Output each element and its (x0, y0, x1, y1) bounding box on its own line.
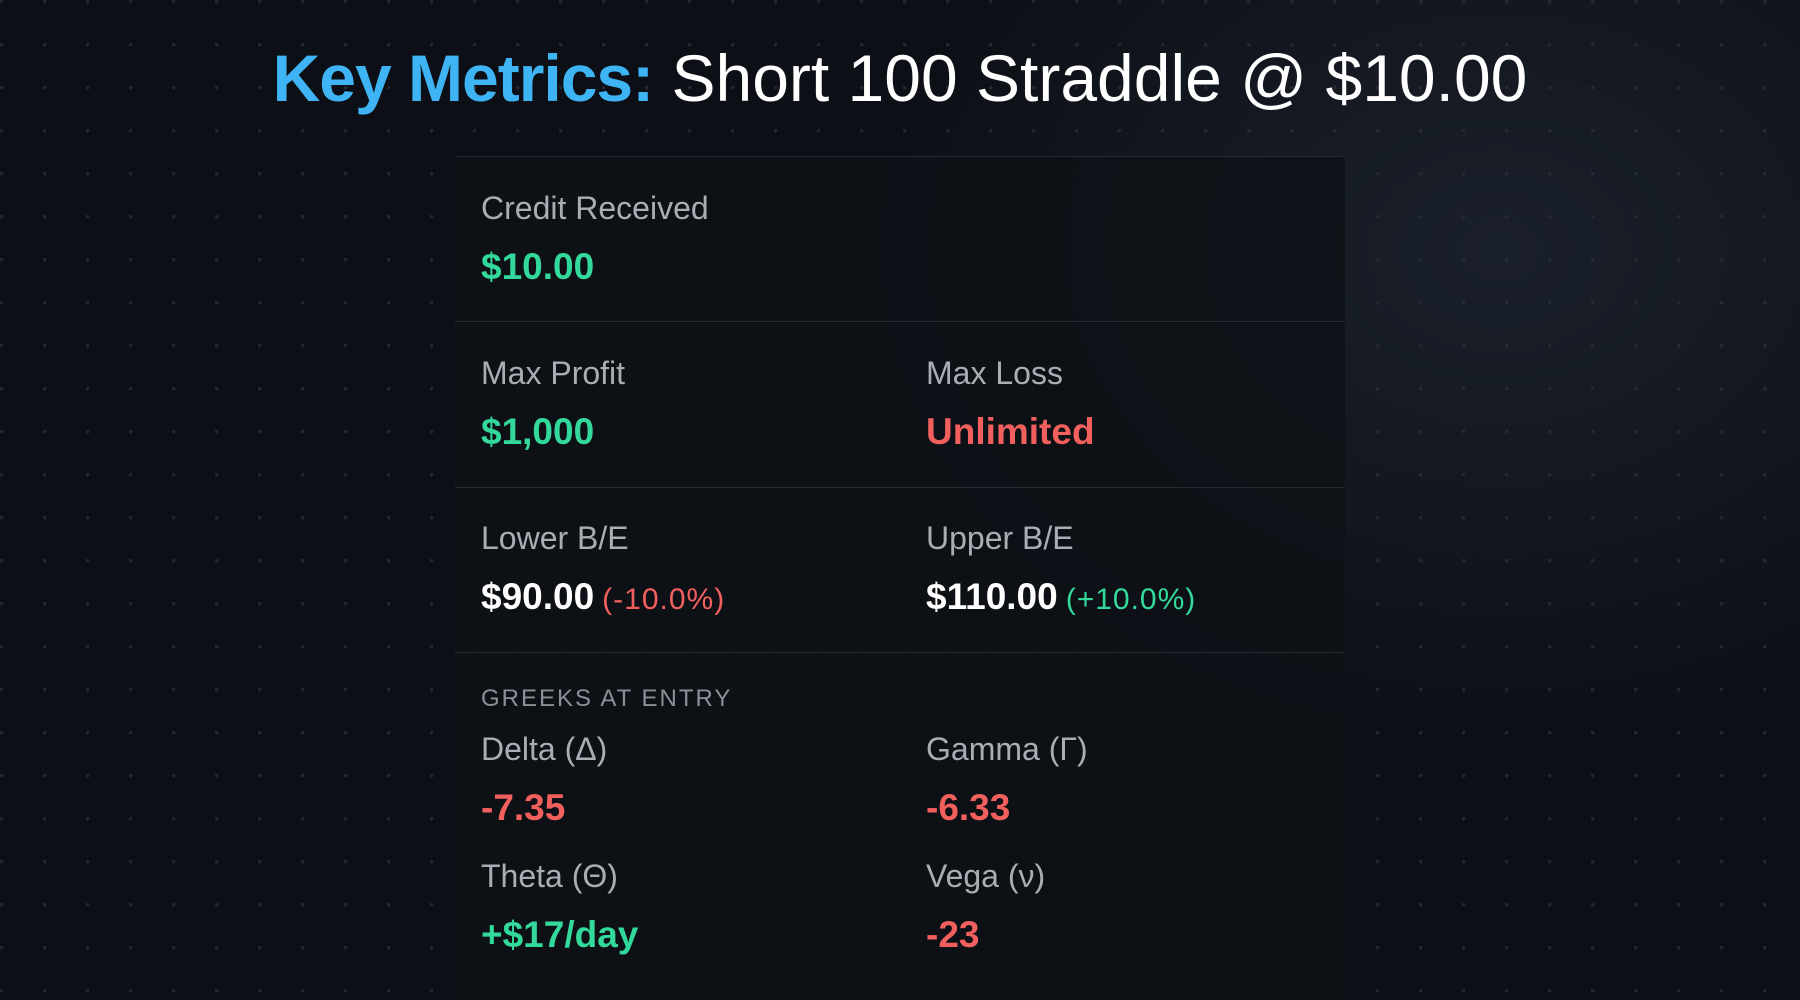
delta-value: -7.35 (481, 787, 566, 828)
page-title: Key Metrics: Short 100 Straddle @ $10.00 (0, 38, 1800, 118)
credit-received-metric: Credit Received $10.00 (481, 189, 709, 289)
upper-breakeven-label: Upper B/E (926, 520, 1074, 556)
max-profit-value: $1,000 (481, 411, 595, 452)
lower-breakeven-row: $90.00 (-10.0%) (481, 575, 725, 622)
upper-breakeven-percent: (+10.0%) (1065, 583, 1197, 616)
credit-received-value: $10.00 (481, 246, 595, 287)
vega-metric: Vega (ν) -23 (926, 857, 1045, 957)
key-metrics-panel: Credit Received $10.00 Max Profit $1,000… (455, 156, 1345, 1000)
gamma-metric: Gamma (Γ) -6.33 (926, 730, 1088, 830)
gamma-value: -6.33 (926, 787, 1011, 828)
delta-metric: Delta (Δ) -7.35 (481, 730, 607, 830)
lower-breakeven-percent: (-10.0%) (602, 583, 726, 616)
max-loss-value: Unlimited (926, 411, 1095, 452)
divider (455, 487, 1345, 488)
upper-breakeven-metric: Upper B/E $110.00 (+10.0%) (926, 519, 1196, 622)
greeks-heading: GREEKS AT ENTRY (481, 685, 733, 712)
theta-value: +$17/day (481, 914, 639, 955)
lower-breakeven-value: $90.00 (481, 576, 595, 617)
theta-label: Theta (Θ) (481, 858, 618, 894)
upper-breakeven-value: $110.00 (926, 576, 1058, 617)
max-profit-metric: Max Profit $1,000 (481, 354, 625, 454)
theta-metric: Theta (Θ) +$17/day (481, 857, 638, 957)
title-accent: Key Metrics: (272, 41, 654, 115)
title-text: Short 100 Straddle @ $10.00 (671, 41, 1528, 115)
divider (455, 321, 1345, 322)
gamma-label: Gamma (Γ) (926, 731, 1088, 767)
lower-breakeven-label: Lower B/E (481, 520, 629, 556)
vega-label: Vega (ν) (926, 858, 1046, 894)
vega-value: -23 (926, 914, 980, 955)
max-profit-label: Max Profit (481, 355, 626, 391)
divider (455, 652, 1345, 653)
delta-label: Delta (Δ) (481, 731, 608, 767)
upper-breakeven-row: $110.00 (+10.0%) (926, 575, 1196, 622)
max-loss-label: Max Loss (926, 355, 1063, 391)
max-loss-metric: Max Loss Unlimited (926, 354, 1095, 454)
divider (455, 156, 1345, 157)
credit-received-label: Credit Received (481, 190, 709, 226)
lower-breakeven-metric: Lower B/E $90.00 (-10.0%) (481, 519, 725, 622)
